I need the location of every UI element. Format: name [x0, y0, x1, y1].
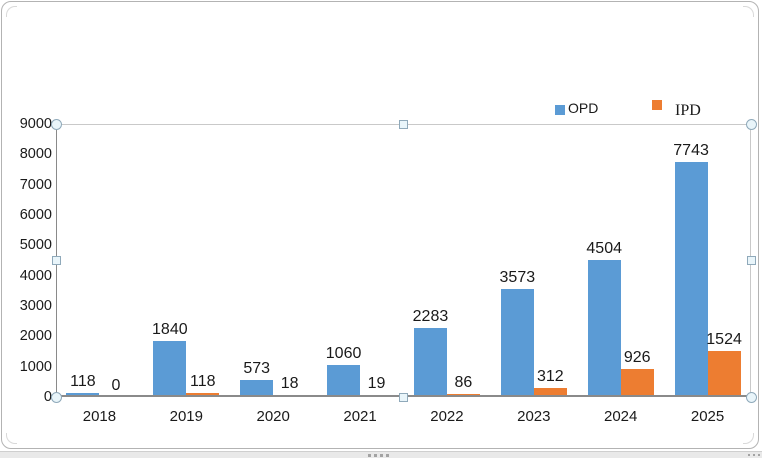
selection-handle-top-right[interactable]	[745, 118, 757, 130]
bar-ipd-2025[interactable]	[707, 350, 741, 397]
y-axis-label-7000[interactable]: 7000	[19, 176, 52, 193]
legend-marker-ipd-icon[interactable]	[652, 100, 662, 110]
data-label-opd-2022: 2283	[412, 307, 449, 325]
data-label-opd-2018: 118	[70, 373, 96, 391]
y-axis-label-1000[interactable]: 1000	[19, 358, 52, 375]
splitter-grip-dot	[374, 454, 377, 457]
bar-opd-2020[interactable]	[240, 379, 274, 397]
data-label-ipd-2020: 18	[280, 374, 299, 392]
x-axis-label-2022[interactable]: 2022	[430, 408, 464, 425]
legend-label-opd[interactable]: OPD	[568, 100, 599, 116]
data-label-ipd-2024: 926	[623, 348, 651, 366]
y-axis-label-5000[interactable]: 5000	[19, 237, 52, 254]
y-axis-label-3000[interactable]: 3000	[19, 298, 52, 314]
x-axis-label-2021[interactable]: 2021	[343, 408, 377, 425]
y-axis-label-2000[interactable]: 2000	[19, 328, 52, 345]
bar-ipd-2024[interactable]	[620, 368, 654, 397]
data-label-ipd-2021: 19	[367, 374, 386, 392]
data-label-opd-2025: 7743	[673, 142, 709, 160]
bar-opd-2022[interactable]	[413, 327, 447, 397]
resize-grip-dot	[753, 454, 755, 456]
data-label-opd-2024: 4504	[586, 240, 622, 258]
x-axis-label-2020[interactable]: 2020	[256, 408, 290, 425]
bar-opd-2021[interactable]	[327, 364, 361, 397]
resize-grip-dot	[748, 454, 750, 456]
bar-opd-2019[interactable]	[153, 341, 187, 397]
legend-marker-opd-icon[interactable]	[555, 105, 565, 115]
x-axis-label-2023[interactable]: 2023	[517, 408, 551, 425]
bottom-splitter-bar[interactable]	[0, 451, 762, 458]
selection-handle-bottom-center[interactable]	[399, 392, 408, 402]
splitter-grip-dot	[368, 454, 371, 457]
data-label-ipd-2018: 0	[111, 377, 121, 394]
selection-handle-mid-right[interactable]	[746, 256, 756, 265]
data-label-opd-2019: 1840	[152, 321, 188, 339]
data-label-ipd-2022: 86	[454, 374, 473, 392]
frame-corner-bottom-right	[743, 433, 754, 444]
y-axis-label-6000[interactable]: 6000	[19, 207, 52, 223]
selection-handle-top-left[interactable]	[50, 118, 62, 130]
data-label-ipd-2019: 118	[190, 373, 216, 391]
data-label-ipd-2023: 312	[536, 367, 564, 385]
bar-ipd-2023[interactable]	[533, 387, 567, 397]
frame-corner-top-right	[743, 6, 754, 17]
legend-label-ipd[interactable]: IPD	[675, 102, 701, 119]
data-label-ipd-2025: 1524	[706, 330, 742, 348]
y-axis-label-9000[interactable]: 9000	[19, 116, 52, 132]
y-axis-label-4000[interactable]: 4000	[19, 267, 52, 284]
data-label-opd-2021: 1060	[325, 344, 362, 362]
splitter-grip-dot	[386, 454, 389, 457]
bar-opd-2025[interactable]	[674, 162, 708, 397]
x-axis-label-2018[interactable]: 2018	[82, 408, 117, 425]
bar-opd-2023[interactable]	[500, 288, 534, 397]
frame-corner-bottom-left	[6, 433, 17, 444]
selection-handle-bottom-left[interactable]	[50, 391, 62, 403]
selection-handle-mid-left[interactable]	[51, 256, 61, 265]
selection-handle-bottom-right[interactable]	[745, 391, 757, 403]
x-axis-label-2025[interactable]: 2025	[690, 408, 725, 425]
y-axis-label-8000[interactable]: 8000	[19, 146, 52, 163]
x-axis-label-2024[interactable]: 2024	[604, 408, 638, 425]
frame-corner-top-left	[6, 6, 17, 17]
data-label-opd-2023: 3573	[499, 268, 536, 286]
resize-grip-dot	[758, 454, 760, 456]
y-axis-label-0[interactable]: 0	[43, 389, 52, 405]
selection-handle-top-center[interactable]	[399, 119, 408, 129]
bar-opd-2024[interactable]	[587, 260, 621, 397]
splitter-grip-dot	[380, 454, 383, 457]
data-label-opd-2020: 573	[243, 359, 271, 377]
x-axis-label-2019[interactable]: 2019	[169, 408, 203, 425]
